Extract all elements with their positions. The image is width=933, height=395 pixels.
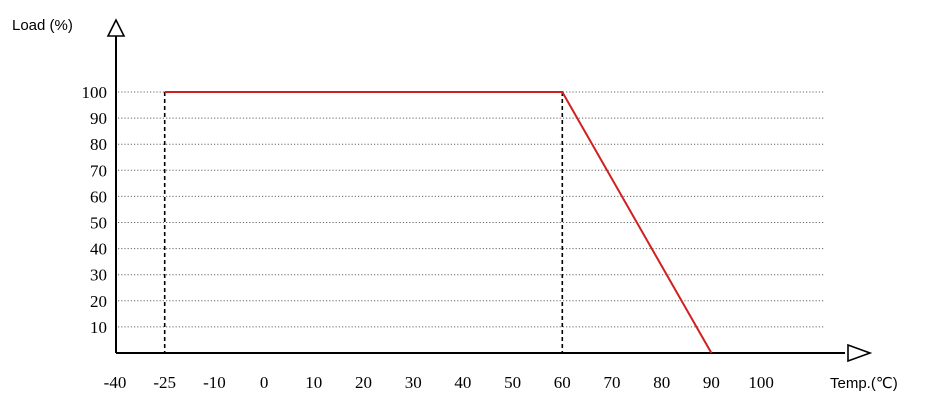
x-tick-labels: -40 -25 -10 0 10 20 30 40 50 60 70 80 90 100 [104, 373, 774, 392]
y-tick-label-30: 30 [90, 266, 107, 285]
x-tick-label--10: -10 [203, 373, 226, 392]
y-axis-arrow-icon [106, 18, 126, 37]
x-tick-label-0: 0 [260, 373, 269, 392]
x-tick-label-60: 60 [554, 373, 571, 392]
x-tick-label-50: 50 [504, 373, 521, 392]
y-axis-title: Load (%) [12, 17, 73, 34]
x-tick-label-90: 90 [703, 373, 720, 392]
y-tick-label-80: 80 [90, 135, 107, 154]
y-tick-label-60: 60 [90, 187, 107, 206]
y-tick-label-70: 70 [90, 161, 107, 180]
x-axis-arrow-icon [847, 343, 873, 363]
y-tick-label-20: 20 [90, 292, 107, 311]
x-tick-label-30: 30 [405, 373, 422, 392]
x-tick-label--40: -40 [104, 373, 127, 392]
x-tick-label-20: 20 [355, 373, 372, 392]
reference-lines [163, 92, 564, 353]
x-tick-label-40: 40 [454, 373, 471, 392]
x-tick-label-10: 10 [305, 373, 322, 392]
grid-lines [118, 91, 825, 328]
x-tick-label--25: -25 [153, 373, 176, 392]
y-tick-label-40: 40 [90, 240, 107, 259]
x-tick-label-70: 70 [604, 373, 621, 392]
y-tick-label-10: 10 [90, 318, 107, 337]
y-tick-labels: 10 20 30 40 50 60 70 80 90 100 [82, 83, 108, 337]
y-tick-label-100: 100 [82, 83, 108, 102]
y-tick-label-50: 50 [90, 214, 107, 233]
x-tick-label-100: 100 [748, 373, 774, 392]
x-axis-title: Temp.(℃) [830, 375, 898, 392]
series-group [164, 91, 713, 354]
y-tick-label-90: 90 [90, 109, 107, 128]
x-tick-label-80: 80 [653, 373, 670, 392]
